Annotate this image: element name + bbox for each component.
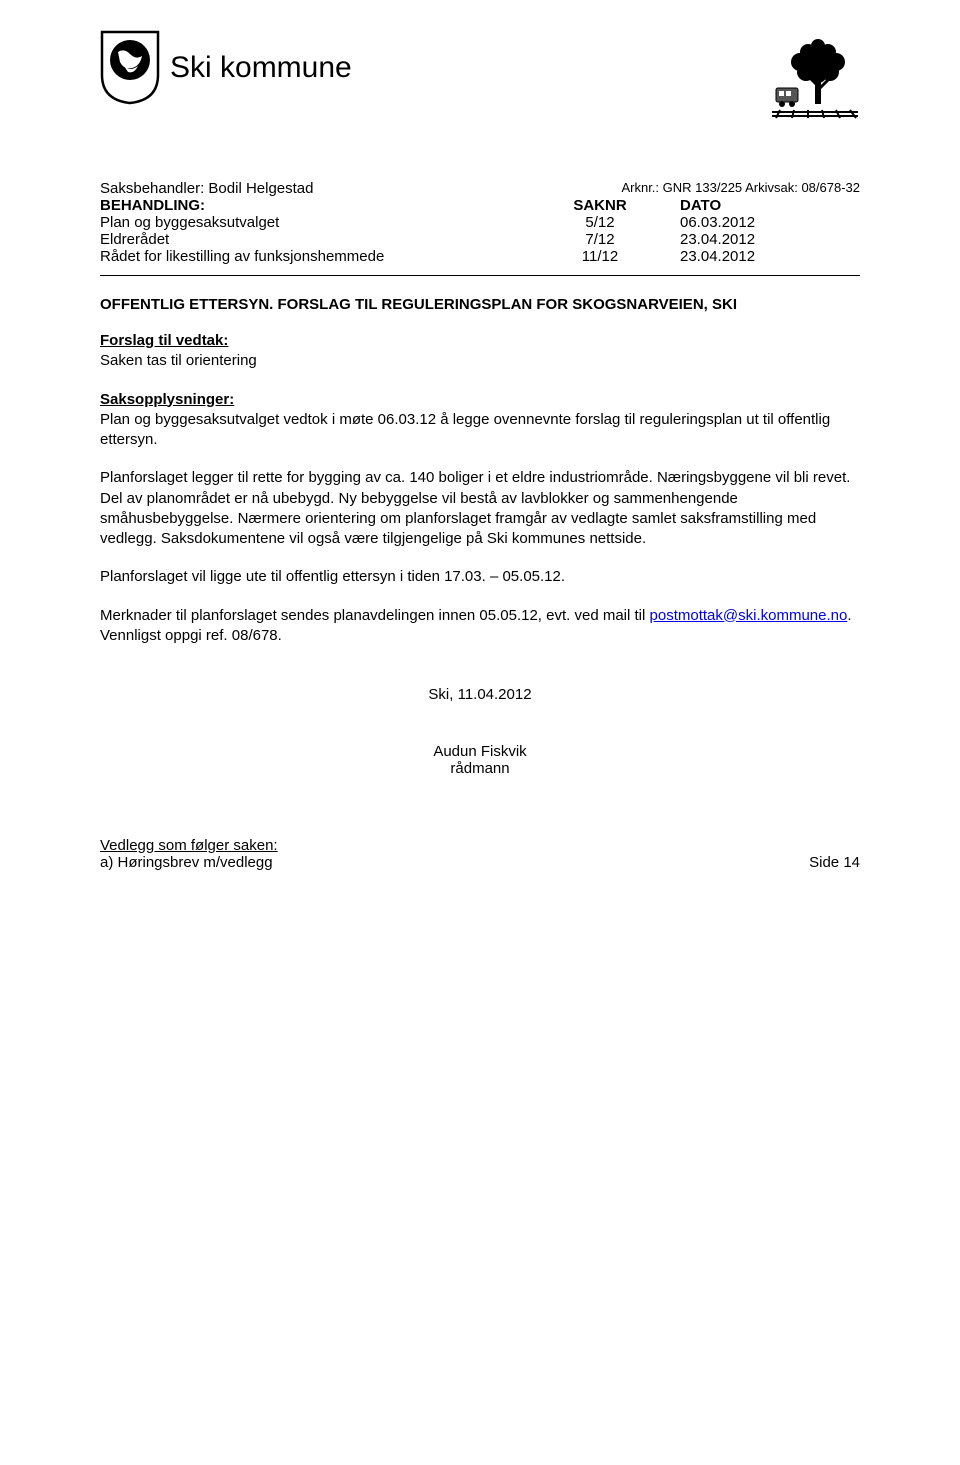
email-link[interactable]: postmottak@ski.kommune.no xyxy=(650,607,848,624)
row-saknr: 5/12 xyxy=(520,214,680,231)
caseworker-text: Saksbehandler: Bodil Helgestad xyxy=(100,180,314,197)
para4-pre: Merknader til planforslaget sendes plana… xyxy=(100,607,650,624)
signatory-title: rådmann xyxy=(100,760,860,777)
processing-row: Rådet for likestilling av funksjonshemme… xyxy=(100,248,860,265)
attachments-label: Vedlegg som følger saken: xyxy=(100,837,860,854)
page-number: Side 14 xyxy=(809,854,860,871)
processing-row: Plan og byggesaksutvalget 5/12 06.03.201… xyxy=(100,214,860,231)
col-dato: DATO xyxy=(680,197,820,214)
municipality-shield-icon xyxy=(100,30,160,105)
paragraph-2: Planforslaget legger til rette for byggi… xyxy=(100,468,860,549)
caseworker-label: Saksbehandler: xyxy=(100,180,204,197)
row-name: Rådet for likestilling av funksjonshemme… xyxy=(100,248,520,265)
forslag-label: Forslag til vedtak: xyxy=(100,332,228,349)
municipality-name: Ski kommune xyxy=(170,51,352,85)
row-dato: 06.03.2012 xyxy=(680,214,820,231)
divider-line xyxy=(100,275,860,276)
signatory-name: Audun Fiskvik xyxy=(100,743,860,760)
arkivsak-value: 08/678-32 xyxy=(801,180,860,195)
col-saknr: SAKNR xyxy=(520,197,680,214)
paragraph-3: Planforslaget vil ligge ute til offentli… xyxy=(100,567,860,587)
paragraph-4: Merknader til planforslaget sendes plana… xyxy=(100,606,860,647)
tree-train-icon xyxy=(770,30,860,120)
saksopp-block: Saksopplysninger: Plan og byggesaksutval… xyxy=(100,390,860,451)
row-dato: 23.04.2012 xyxy=(680,231,820,248)
document-title: OFFENTLIG ETTERSYN. FORSLAG TIL REGULERI… xyxy=(100,296,860,313)
row-saknr: 7/12 xyxy=(520,231,680,248)
row-name: Plan og byggesaksutvalget xyxy=(100,214,520,231)
arkivsak-label: Arkivsak: xyxy=(745,180,798,195)
forslag-block: Forslag til vedtak: Saken tas til orient… xyxy=(100,331,860,372)
row-name: Eldrerådet xyxy=(100,231,520,248)
col-behandling: BEHANDLING: xyxy=(100,197,520,214)
forslag-text: Saken tas til orientering xyxy=(100,352,257,369)
processing-table-header: BEHANDLING: SAKNR DATO xyxy=(100,197,860,214)
place-date: Ski, 11.04.2012 xyxy=(100,686,860,703)
arknr-label: Arknr.: xyxy=(621,180,659,195)
caseworker-name: Bodil Helgestad xyxy=(208,180,313,197)
document-page: Ski kommune xyxy=(0,0,960,901)
paragraph-1: Plan og byggesaksutvalget vedtok i møte … xyxy=(100,411,830,448)
attachment-item: a) Høringsbrev m/vedlegg xyxy=(100,854,860,871)
row-dato: 23.04.2012 xyxy=(680,248,820,265)
archive-refs: Arknr.: GNR 133/225 Arkivsak: 08/678-32 xyxy=(621,180,860,197)
document-header: Ski kommune xyxy=(100,30,860,120)
case-meta-block: Saksbehandler: Bodil Helgestad Arknr.: G… xyxy=(100,180,860,265)
processing-row: Eldrerådet 7/12 23.04.2012 xyxy=(100,231,860,248)
logo-title-group: Ski kommune xyxy=(100,30,352,105)
caseworker-archive-line: Saksbehandler: Bodil Helgestad Arknr.: G… xyxy=(100,180,860,197)
saksopp-label: Saksopplysninger: xyxy=(100,391,234,408)
arknr-value: GNR 133/225 xyxy=(663,180,743,195)
row-saknr: 11/12 xyxy=(520,248,680,265)
